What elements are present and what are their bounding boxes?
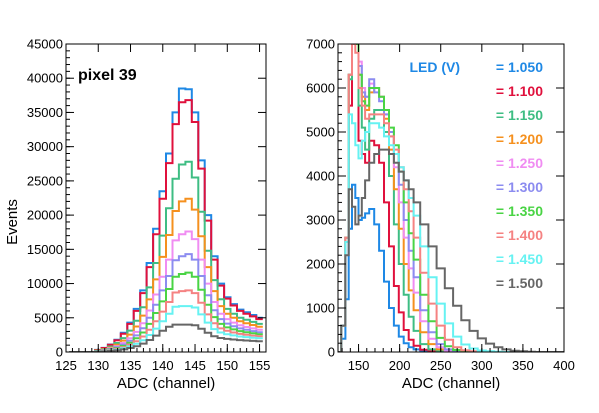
legend-entry: = 1.300 xyxy=(496,179,543,195)
y-tick-label: 2000 xyxy=(306,257,335,272)
y-tick-label: 0 xyxy=(328,345,335,360)
y-tick-label: 7000 xyxy=(306,37,335,52)
legend-entry: = 1.400 xyxy=(496,227,543,243)
legend-title: LED (V) xyxy=(409,59,460,75)
x-tick-label: 200 xyxy=(389,358,411,373)
x-tick-label: 350 xyxy=(512,358,534,373)
series-line-2 xyxy=(69,99,263,352)
x-tick-label: 250 xyxy=(430,358,452,373)
y-tick-label: 5000 xyxy=(306,125,335,140)
series-line-2 xyxy=(338,44,564,352)
legend-entry: = 1.150 xyxy=(496,107,543,123)
x-tick-label: 150 xyxy=(216,358,238,373)
x-axis-label: ADC (channel) xyxy=(117,375,215,392)
legend-entry: = 1.500 xyxy=(496,275,543,291)
legend-entry: = 1.250 xyxy=(496,155,543,171)
series-line-1 xyxy=(338,183,564,352)
y-tick-label: 0 xyxy=(56,345,63,360)
x-tick-label: 300 xyxy=(471,358,493,373)
left-panel: 125 130 135 140 145 150 155 0 5000 10000 15000 2000… xyxy=(4,37,270,393)
y-tick-label: 10000 xyxy=(27,276,63,291)
series-group xyxy=(69,87,263,352)
x-tick-label: 400 xyxy=(553,358,575,373)
y-tick-label: 40000 xyxy=(27,71,63,86)
y-tick-label: 4000 xyxy=(306,169,335,184)
x-axis-label: ADC (channel) xyxy=(402,375,500,392)
right-panel: 150 200 250 300 350 4000100020003000400050006… xyxy=(306,37,575,393)
plot-frame xyxy=(65,43,267,353)
x-tick-label: 135 xyxy=(120,358,142,373)
pixel-annotation: pixel 39 xyxy=(78,67,137,84)
legend-entry: = 1.050 xyxy=(496,59,543,75)
series-line-10 xyxy=(69,323,263,352)
x-tick-label: 145 xyxy=(184,358,206,373)
x-tick-label: 125 xyxy=(55,358,77,373)
y-tick-label: 25000 xyxy=(27,173,63,188)
y-tick-label: 30000 xyxy=(27,139,63,154)
y-axis-label: Events xyxy=(4,199,21,245)
legend-entry: = 1.450 xyxy=(496,251,543,267)
x-tick-label: 130 xyxy=(87,358,109,373)
y-tick-label: 20000 xyxy=(27,208,63,223)
series-line-3 xyxy=(69,160,263,352)
plot-frame xyxy=(337,43,565,353)
y-tick-label: 35000 xyxy=(27,105,63,120)
y-tick-label: 3000 xyxy=(306,213,335,228)
y-tick-label: 1000 xyxy=(306,301,335,316)
x-tick-label: 155 xyxy=(249,358,271,373)
legend-entry: = 1.200 xyxy=(496,131,543,147)
legend-entry: = 1.100 xyxy=(496,83,543,99)
x-tick-label: 140 xyxy=(152,358,174,373)
x-tick-label: 150 xyxy=(348,358,370,373)
y-tick-label: 45000 xyxy=(27,37,63,52)
y-tick-label: 15000 xyxy=(27,242,63,257)
y-tick-label: 6000 xyxy=(306,81,335,96)
legend-entry: = 1.350 xyxy=(496,203,543,219)
y-tick-label: 5000 xyxy=(34,310,63,325)
